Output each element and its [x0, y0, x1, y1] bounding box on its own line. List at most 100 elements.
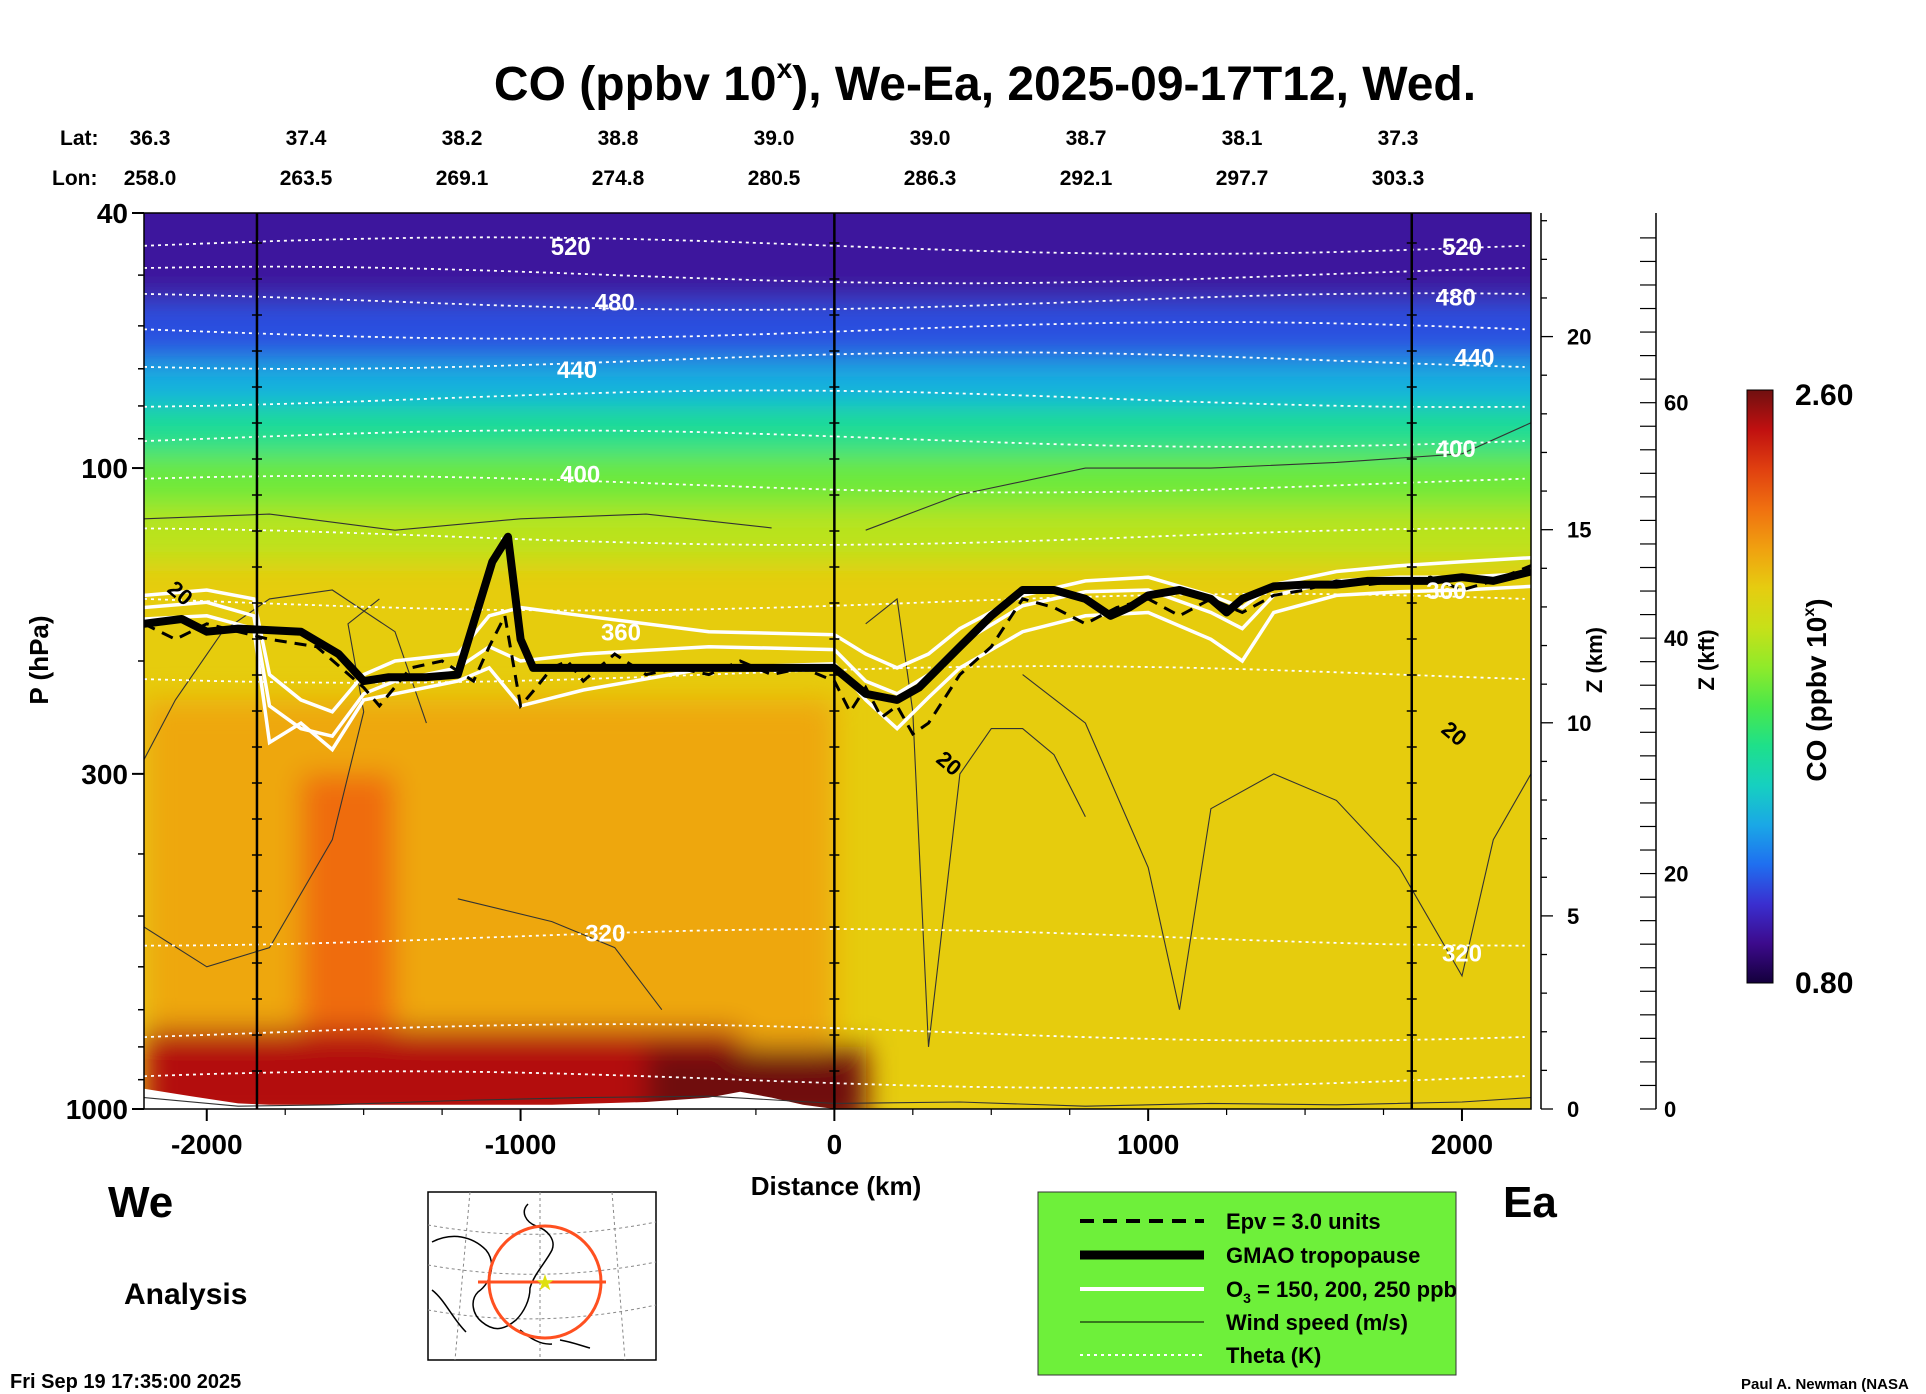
lat-value: 38.2 [442, 127, 483, 150]
latitude-row: 36.3 37.4 38.2 38.8 39.0 39.0 38.7 38.1 37.3 [130, 127, 1419, 150]
x-tick-label: -1000 [485, 1129, 557, 1160]
theta-label: 400 [560, 462, 600, 489]
z-km-tick-label: 15 [1567, 518, 1591, 543]
theta-contour [144, 265, 1525, 285]
wind-contour [144, 598, 380, 968]
colorbar-title-main: CO (ppbv 10 [1801, 617, 1832, 782]
ozone-contour [144, 571, 1531, 739]
lat-value: 36.3 [130, 127, 171, 150]
lat-value: 37.4 [286, 127, 327, 150]
theta-contours [144, 236, 1525, 1089]
x-tick-label: 2000 [1431, 1129, 1493, 1160]
theta-label: 440 [557, 357, 597, 384]
x-tick-label: 1000 [1117, 1129, 1179, 1160]
wind-contour [865, 597, 1086, 1047]
z-km-axis: 0 5 10 15 20 [1540, 213, 1591, 1122]
east-end-label: Ea [1503, 1178, 1557, 1227]
x-tick-label: -2000 [171, 1129, 243, 1160]
theta-label: 320 [1442, 941, 1482, 968]
colorbar [1746, 389, 1774, 984]
z-kft-tick-label: 40 [1664, 626, 1688, 651]
analysis-label: Analysis [124, 1278, 247, 1311]
co-layer [144, 213, 1531, 302]
tropopause-line [144, 532, 1531, 704]
chart-title-sup: x [777, 53, 793, 84]
x-tick-label: 0 [827, 1129, 843, 1160]
theta-contour [144, 665, 1525, 684]
chart-title: CO (ppbv 10x), We-Ea, 2025-09-17T12, Wed… [494, 53, 1476, 111]
vertical-guides [251, 213, 1417, 1109]
lon-value: 263.5 [280, 167, 333, 190]
inset-map: ★ [427, 1191, 657, 1361]
legend-ozone-label-a: O [1226, 1277, 1243, 1302]
theta-label: 480 [595, 290, 635, 317]
z-km-label: Z (km) [1582, 627, 1607, 693]
lat-value: 38.1 [1222, 127, 1263, 150]
z-kft-axis: 0 20 40 60 [1640, 213, 1688, 1122]
theta-contour [144, 474, 1525, 494]
colorbar-min-label: 0.80 [1795, 967, 1853, 1000]
z-kft-tick-label: 60 [1664, 391, 1688, 416]
co-field [144, 213, 1531, 1109]
legend-wind-label: Wind speed (m/s) [1226, 1310, 1408, 1335]
credit-text: Paul A. Newman (NASA [1741, 1376, 1909, 1393]
lat-value: 38.7 [1066, 127, 1107, 150]
theta-contour [144, 351, 1525, 370]
z-kft-tick-label: 0 [1664, 1097, 1676, 1122]
theta-labels: 520 480 440 400 360 320 520 480 440 400 360 320 [551, 234, 1495, 968]
lat-value: 39.0 [754, 127, 795, 150]
wind-contour [865, 422, 1531, 531]
co-layer [144, 405, 1531, 454]
y-tick-label: 40 [97, 198, 128, 229]
z-kft-label: Z (kft) [1694, 629, 1719, 690]
co-layer [144, 506, 1531, 562]
timestamp: Fri Sep 19 17:35:00 2025 [10, 1371, 241, 1393]
y-tick-label: 1000 [66, 1094, 128, 1125]
y-tick-label: 100 [81, 453, 128, 484]
y-tick-label: 300 [81, 759, 128, 790]
longitude-row: 258.0 263.5 269.1 274.8 280.5 286.3 292.1 297.7… [124, 167, 1425, 190]
pressure-axis: 40 100 300 1000 [66, 198, 144, 1125]
theta-contour [144, 236, 1525, 255]
co-high-region [144, 1028, 741, 1109]
colorbar-title-sup: x [1801, 608, 1818, 617]
colorbar-title-rest: ) [1801, 598, 1832, 607]
theta-label: 320 [585, 920, 625, 947]
legend-ozone-label-b: = 150, 200, 250 ppb [1251, 1277, 1457, 1302]
theta-contour [144, 321, 1525, 340]
lat-value: 38.8 [598, 127, 639, 150]
lon-value: 258.0 [124, 167, 177, 190]
theta-label: 480 [1436, 285, 1476, 312]
theta-label: 360 [1426, 578, 1466, 605]
lat-value: 37.3 [1378, 127, 1419, 150]
lon-value: 297.7 [1216, 167, 1269, 190]
chart-title-rest: ), We-Ea, 2025-09-17T12, Wed. [792, 58, 1476, 111]
wind-contour [1022, 674, 1531, 1010]
chart-title-main: CO (ppbv 10 [494, 58, 777, 111]
legend-ozone-label: O3 = 150, 200, 250 ppb [1226, 1277, 1457, 1306]
colorbar-title: CO (ppbv 10x) [1801, 598, 1832, 781]
coastline [431, 1203, 591, 1349]
co-layer [144, 360, 1531, 406]
lon-value: 286.3 [904, 167, 957, 190]
z-km-tick-label: 10 [1567, 711, 1591, 736]
lon-value: 269.1 [436, 167, 489, 190]
y-axis-label: P (hPa) [24, 615, 54, 704]
west-end-label: We [108, 1178, 173, 1227]
legend-tropopause-label: GMAO tropopause [1226, 1243, 1420, 1268]
lon-value: 303.3 [1372, 167, 1425, 190]
lat-label: Lat: [60, 127, 99, 150]
legend: Epv = 3.0 units GMAO tropopause O3 = 150… [1037, 1191, 1457, 1376]
legend-theta-label: Theta (K) [1226, 1343, 1321, 1368]
colorbar-max-label: 2.60 [1795, 379, 1853, 412]
z-km-tick-label: 5 [1567, 904, 1579, 929]
theta-label: 360 [601, 620, 641, 647]
lon-label: Lon: [52, 167, 97, 190]
wind-contour [144, 589, 427, 760]
theta-label: 440 [1454, 345, 1494, 372]
lon-value: 292.1 [1060, 167, 1113, 190]
inset-map-center-marker: ★ [535, 1270, 555, 1295]
lon-value: 280.5 [748, 167, 801, 190]
